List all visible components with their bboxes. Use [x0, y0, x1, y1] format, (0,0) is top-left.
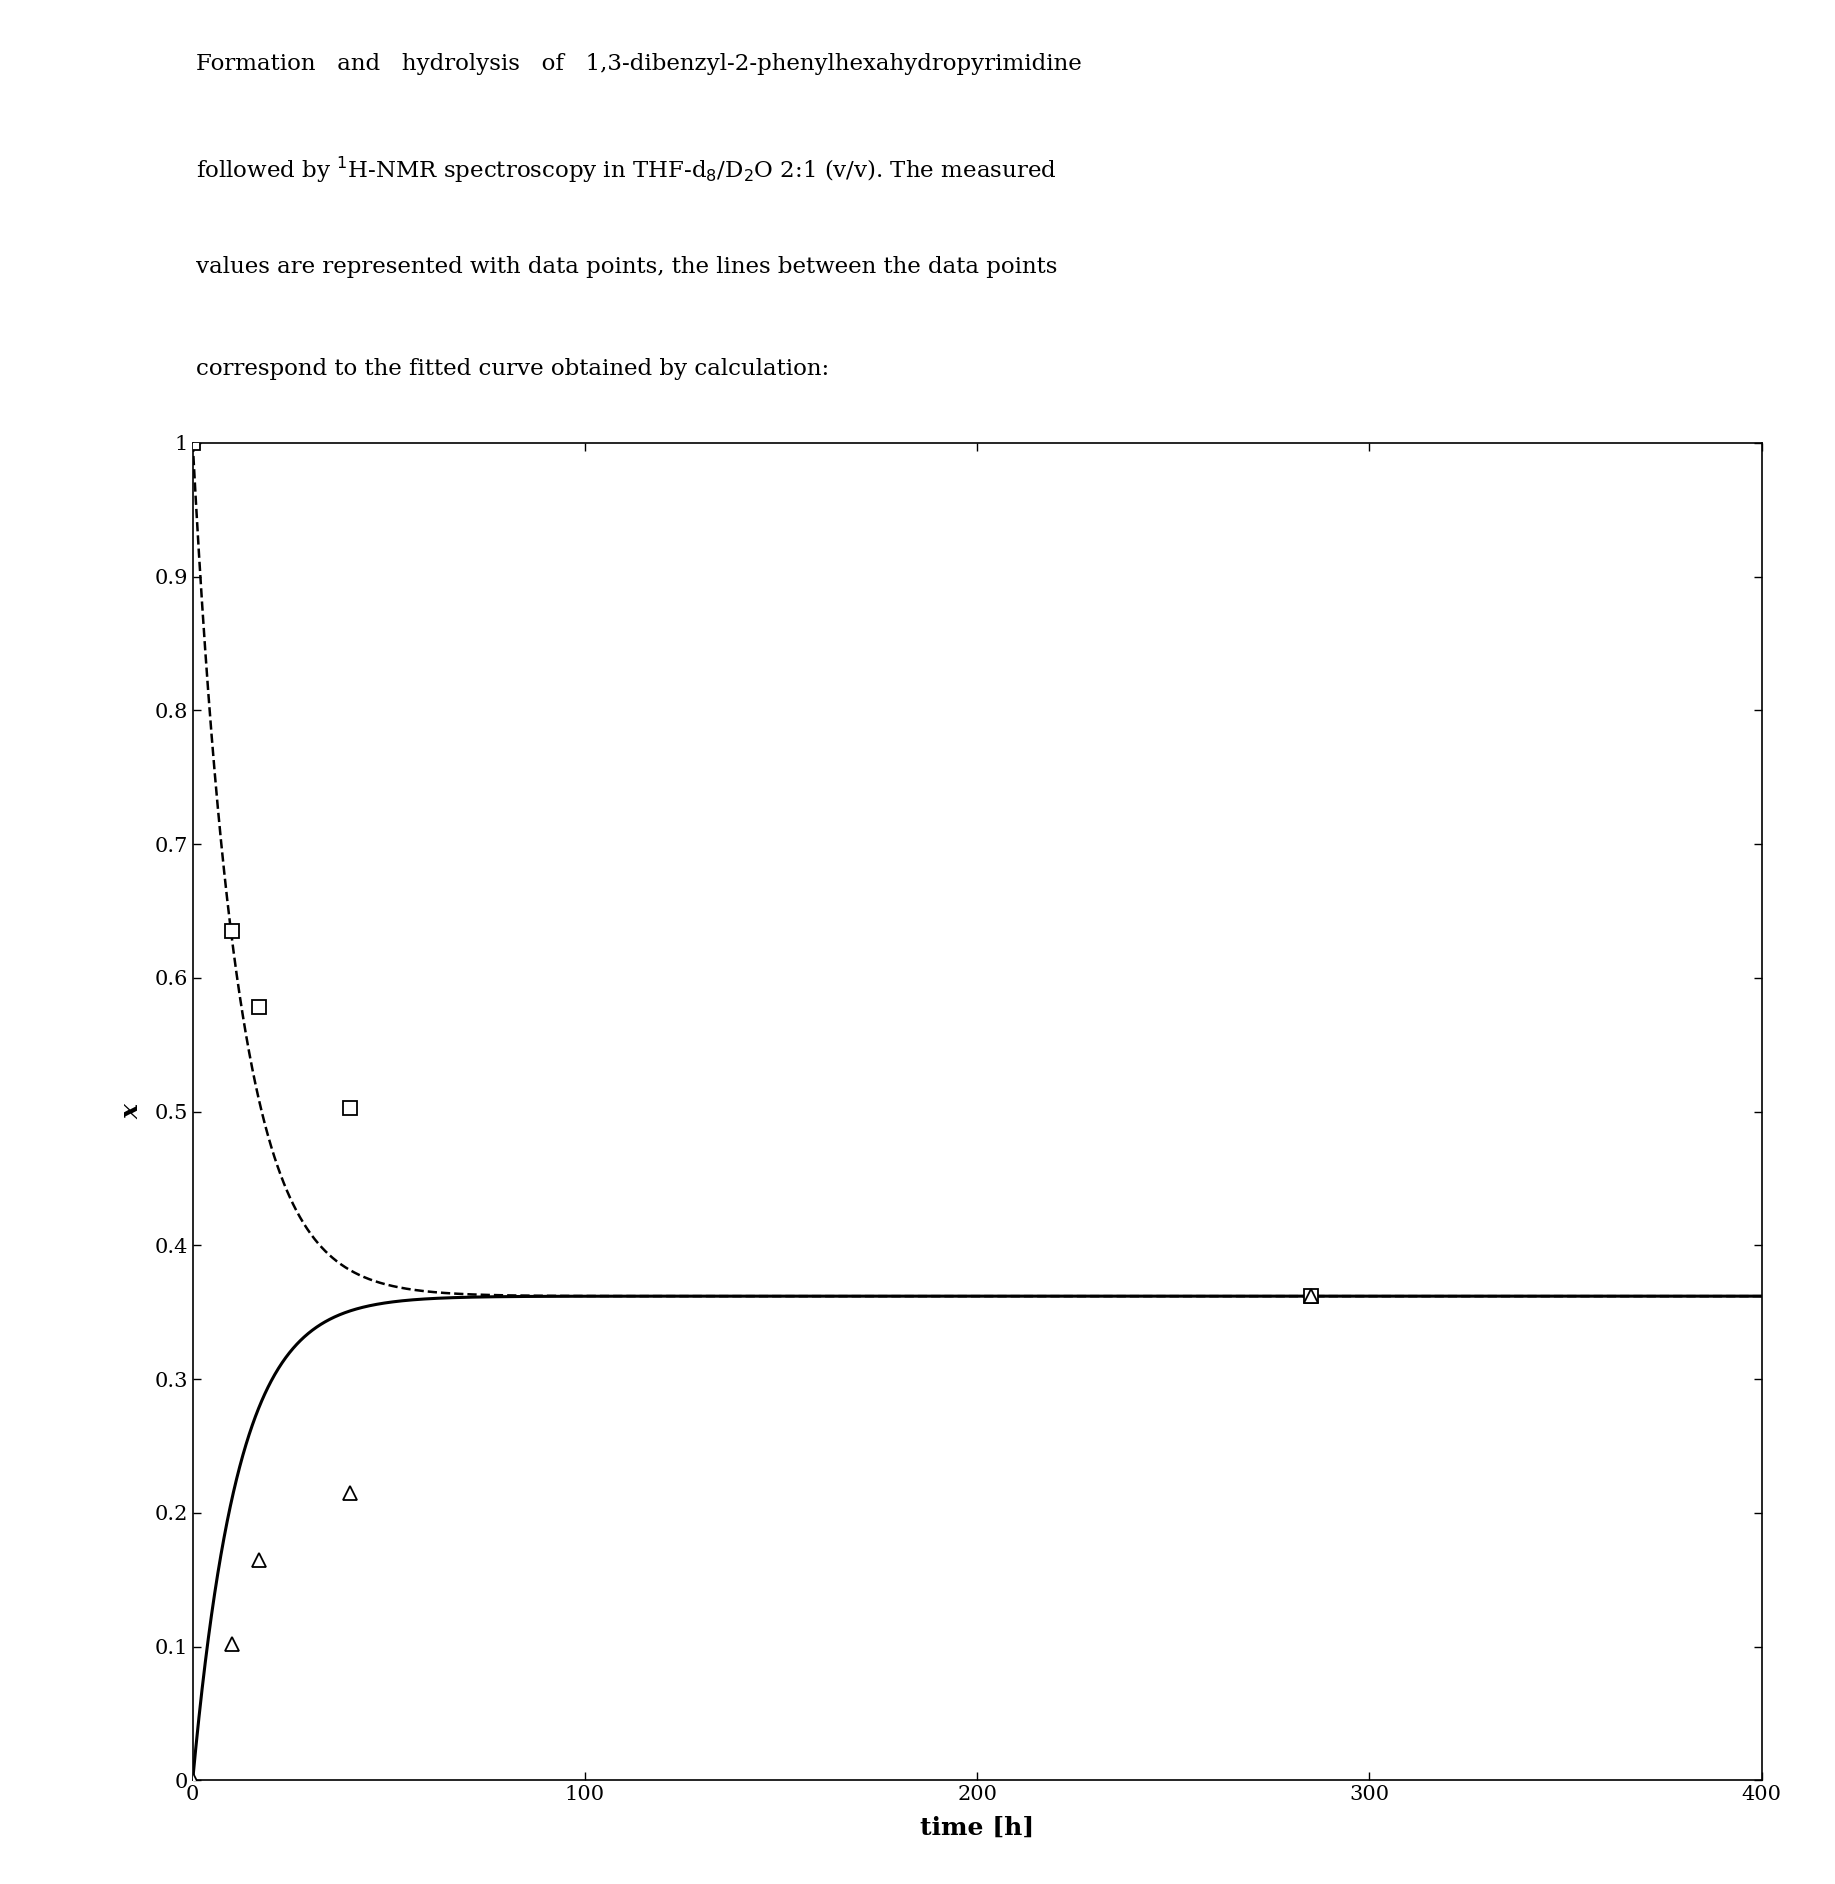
Text: Formation   and   hydrolysis   of   1,3-dibenzyl-2-phenylhexahydropyrimidine: Formation and hydrolysis of 1,3-dibenzyl…	[196, 53, 1083, 75]
Y-axis label: x: x	[119, 1104, 143, 1119]
Text: correspond to the fitted curve obtained by calculation:: correspond to the fitted curve obtained …	[196, 358, 829, 381]
X-axis label: time [h]: time [h]	[919, 1816, 1035, 1839]
Text: followed by $^{1}$H-NMR spectroscopy in THF-d$_{8}$/D$_{2}$O 2:1 (v/v). The meas: followed by $^{1}$H-NMR spectroscopy in …	[196, 154, 1057, 185]
Text: values are represented with data points, the lines between the data points: values are represented with data points,…	[196, 256, 1057, 279]
